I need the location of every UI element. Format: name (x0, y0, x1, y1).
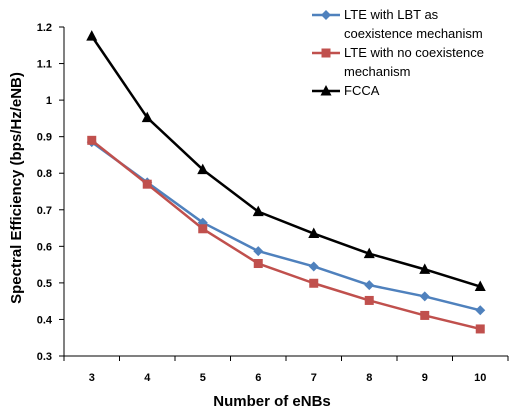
y-tick-label: 0.4 (37, 314, 53, 326)
series-line (91, 141, 481, 312)
y-axis-ticks: 0.3 0.4 0.5 0.6 0.7 0.8 0.9 1 1.1 1.2 (37, 22, 64, 363)
legend-label: LTE with LBT as (344, 7, 439, 22)
x-tick-label: 6 (255, 372, 261, 384)
x-tick-label: 9 (422, 372, 428, 384)
legend-entry: FCCA (312, 83, 380, 98)
legend-label: coexistence mechanism (344, 26, 483, 41)
y-tick-label: 0.7 (37, 205, 52, 217)
series-point-triangle (320, 85, 332, 96)
series-point-square (364, 295, 374, 305)
y-tick-label: 0.3 (37, 351, 52, 363)
y-tick-label: 1 (46, 95, 52, 107)
x-tick-label: 4 (144, 372, 151, 384)
plot-area: 0.3 0.4 0.5 0.6 0.7 0.8 0.9 1 1.1 1.2 3 4 5 6 7 8 9 10 (37, 22, 509, 384)
series-point-square (475, 324, 485, 334)
y-tick-label: 1.2 (37, 22, 52, 34)
series-point-square (420, 310, 430, 320)
legend-label: LTE with no coexistence (344, 45, 484, 60)
y-tick-label: 0.6 (37, 241, 52, 253)
y-tick-label: 0.9 (37, 132, 52, 144)
series-point-triangle (252, 205, 264, 217)
x-axis-ticks: 3 4 5 6 7 8 9 10 (63, 356, 509, 384)
x-axis-title: Number of eNBs (213, 393, 331, 410)
legend-label: mechanism (344, 64, 410, 79)
series-point-triangle (86, 30, 98, 41)
legend-entry: LTE with no coexistence mechanism (312, 45, 484, 79)
x-tick-label: 5 (200, 372, 206, 384)
series-point-square (87, 135, 97, 145)
series-point-triangle (474, 280, 486, 292)
series-point-triangle (197, 163, 209, 175)
series-point-triangle (363, 247, 375, 259)
series-2 (87, 135, 485, 334)
series-1 (86, 137, 486, 316)
series-point-diamond (475, 305, 486, 316)
x-tick-label: 10 (474, 372, 486, 384)
series-point-square (253, 259, 263, 269)
series-point-triangle (308, 227, 320, 239)
x-tick-label: 3 (89, 372, 95, 384)
series-point-square (321, 48, 331, 58)
x-tick-label: 7 (311, 372, 317, 384)
y-tick-label: 0.8 (37, 168, 52, 180)
series-point-triangle (141, 111, 153, 123)
series-point-square (142, 179, 152, 189)
series-point-diamond (308, 261, 319, 272)
x-tick-label: 8 (366, 372, 372, 384)
series-point-diamond (321, 10, 331, 20)
legend-label: FCCA (344, 83, 380, 98)
series-point-diamond (419, 291, 430, 302)
series-3 (86, 30, 486, 292)
series-point-diamond (253, 246, 264, 257)
y-tick-label: 1.1 (37, 59, 52, 71)
series-point-diamond (364, 280, 375, 291)
series-line (90, 139, 481, 331)
series-point-square (198, 224, 208, 234)
series-point-triangle (419, 263, 431, 274)
y-tick-label: 0.5 (37, 278, 52, 290)
series-line (90, 35, 481, 288)
legend-entry: LTE with LBT as coexistence mechanism (312, 7, 483, 41)
series-layer (86, 30, 486, 334)
y-axis-title: Spectral Efficiency (bps/Hz/eNB) (8, 72, 25, 304)
series-point-square (309, 278, 319, 288)
